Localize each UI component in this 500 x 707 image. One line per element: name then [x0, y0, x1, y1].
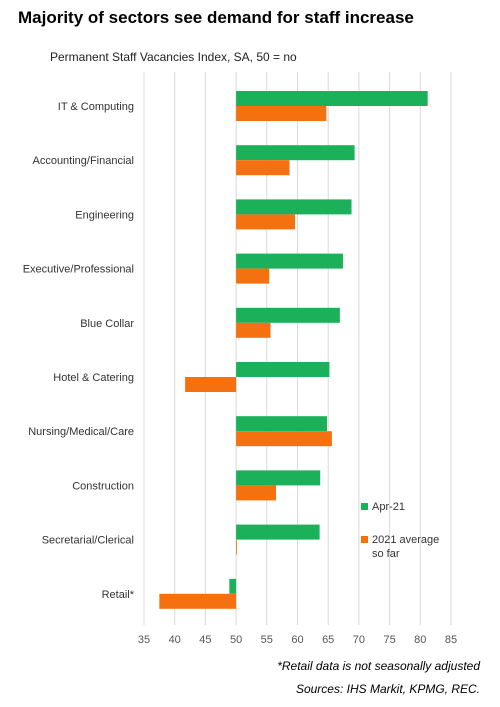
- bar-chart: IT & Computing Accounting/Financial Engine…: [23, 72, 457, 646]
- x-tick-label: 85: [445, 634, 457, 646]
- legend-swatch-avg2021: [361, 536, 368, 543]
- category-label: Construction: [72, 480, 134, 492]
- bar-apr21: [236, 145, 355, 161]
- bar-apr21: [236, 524, 320, 540]
- legend: Apr-21 2021 average so far: [361, 501, 439, 560]
- bar-avg2021: [236, 431, 332, 447]
- bar-apr21: [236, 91, 428, 106]
- x-tick-label: 75: [383, 634, 395, 646]
- x-tick-label: 45: [199, 634, 211, 646]
- bar-avg2021: [236, 322, 271, 338]
- category-label: Engineering: [75, 209, 134, 221]
- bar-avg2021: [236, 485, 277, 501]
- chart-title: Majority of sectors see demand for staff…: [18, 8, 414, 27]
- x-tick-labels: 35 40 45 50 55 60 65 70 75 80 85: [138, 634, 457, 646]
- bar-avg2021: [236, 539, 237, 555]
- bar-apr21: [236, 416, 327, 432]
- bar-avg2021: [236, 160, 290, 176]
- legend-label-avg2021: 2021 average so far: [372, 534, 439, 560]
- category-label: Executive/Professional: [23, 264, 134, 276]
- x-tick-label: 60: [291, 634, 303, 646]
- bar-avg2021: [236, 268, 270, 284]
- category-label: Retail*: [102, 589, 135, 601]
- category-label: Secretarial/Clerical: [42, 535, 134, 547]
- gridlines: [143, 72, 452, 625]
- bar-avg2021: [236, 214, 296, 230]
- category-label: Accounting/Financial: [32, 155, 134, 167]
- x-tick-label: 70: [353, 634, 365, 646]
- category-label: Nursing/Medical/Care: [28, 426, 134, 438]
- legend-label-apr21: Apr-21: [372, 501, 405, 513]
- x-tick-label: 50: [230, 634, 242, 646]
- category-labels: IT & Computing Accounting/Financial Engine…: [23, 101, 135, 601]
- bars: [159, 91, 428, 609]
- retail-footnote: *Retail data is not seasonally adjusted: [277, 659, 480, 673]
- bar-apr21: [236, 362, 330, 377]
- x-tick-label: 80: [414, 634, 426, 646]
- bar-apr21: [229, 578, 237, 594]
- sources-footnote: Sources: IHS Markit, KPMG, REC.: [295, 682, 480, 696]
- category-label: Blue Collar: [80, 318, 134, 330]
- bar-apr21: [236, 307, 340, 323]
- legend-swatch-apr21: [361, 503, 368, 510]
- bar-apr21: [236, 470, 321, 486]
- chart-subtitle: Permanent Staff Vacancies Index, SA, 50 …: [50, 50, 297, 64]
- x-tick-label: 65: [322, 634, 334, 646]
- bar-apr21: [236, 199, 352, 215]
- bar-avg2021: [236, 106, 327, 121]
- x-tick-label: 55: [261, 634, 273, 646]
- bar-apr21: [236, 253, 343, 269]
- category-label: Hotel & Catering: [53, 372, 134, 384]
- x-tick-label: 40: [169, 634, 181, 646]
- bar-avg2021: [185, 377, 237, 392]
- bar-avg2021: [159, 593, 237, 609]
- x-tick-label: 35: [138, 634, 150, 646]
- category-label: IT & Computing: [58, 101, 134, 113]
